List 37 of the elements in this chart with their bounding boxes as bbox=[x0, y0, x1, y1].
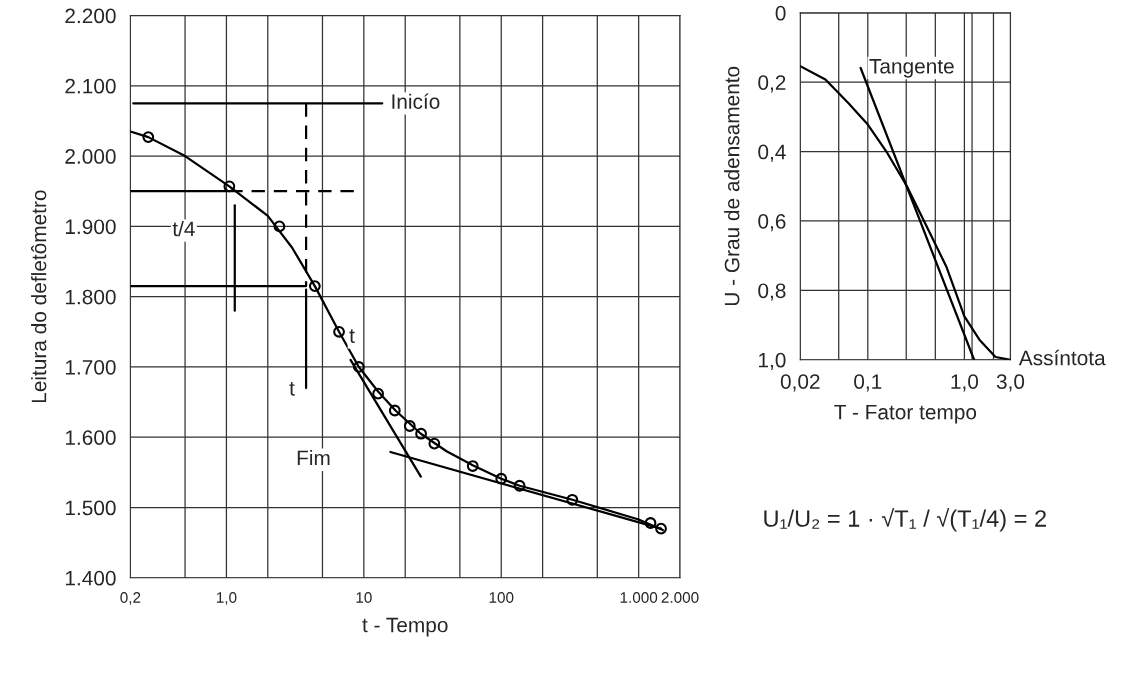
y-tick-label: 1.900 bbox=[65, 219, 116, 235]
y-tick-label: 1.400 bbox=[65, 570, 116, 586]
y-tick-label: 1.800 bbox=[65, 289, 116, 305]
y-tick-label: 1,0 bbox=[759, 352, 786, 370]
annotation: t/4 bbox=[172, 220, 195, 237]
x-tick-label: 100 bbox=[489, 592, 514, 603]
annotation: Fim bbox=[297, 450, 330, 466]
annotation: Inicío bbox=[392, 93, 440, 109]
y-tick-label: 0 bbox=[775, 5, 786, 21]
x-tick-label: 1,0 bbox=[951, 374, 979, 392]
y-tick-label: 1.600 bbox=[65, 430, 116, 445]
x-tick-label: 10 bbox=[356, 592, 372, 603]
annotation: t bbox=[289, 382, 295, 396]
y-axis-title: U - Grau de adensamento bbox=[724, 66, 740, 306]
text: U₁/U₂ = 1 · √T₁ / √(T₁/4) = 2 bbox=[764, 507, 1046, 532]
y-tick-label: 2.000 bbox=[65, 149, 116, 164]
x-tick-label: 1,0 bbox=[216, 592, 237, 605]
x-tick-label: 2.000 bbox=[661, 592, 699, 603]
x-axis-title: t - Tempo bbox=[362, 617, 448, 637]
y-tick-label: 0,4 bbox=[758, 144, 786, 162]
y-tick-label: 0,8 bbox=[758, 283, 786, 301]
x-axis-title: T - Fator tempo bbox=[834, 404, 977, 424]
x-tick-label: 1.000 bbox=[620, 592, 658, 603]
y-tick-label: 0,2 bbox=[758, 75, 786, 93]
y-tick-label: 0,6 bbox=[758, 214, 786, 232]
annotation: Tangente bbox=[869, 59, 954, 78]
y-tick-label: 1.700 bbox=[65, 359, 116, 375]
x-tick-label: 0,1 bbox=[854, 374, 882, 392]
annotation: t bbox=[349, 329, 355, 343]
x-tick-label: 0,02 bbox=[780, 374, 820, 392]
y-tick-label: 1.500 bbox=[65, 500, 116, 516]
annotation: Assíntota bbox=[1018, 349, 1106, 366]
y-axis-title: Leitura do defletômetro bbox=[30, 190, 47, 403]
x-tick-label: 3,0 bbox=[996, 374, 1025, 392]
y-tick-label: 2.100 bbox=[65, 78, 116, 94]
x-tick-label: 0,2 bbox=[120, 592, 141, 605]
y-tick-label: 2.200 bbox=[65, 8, 116, 24]
